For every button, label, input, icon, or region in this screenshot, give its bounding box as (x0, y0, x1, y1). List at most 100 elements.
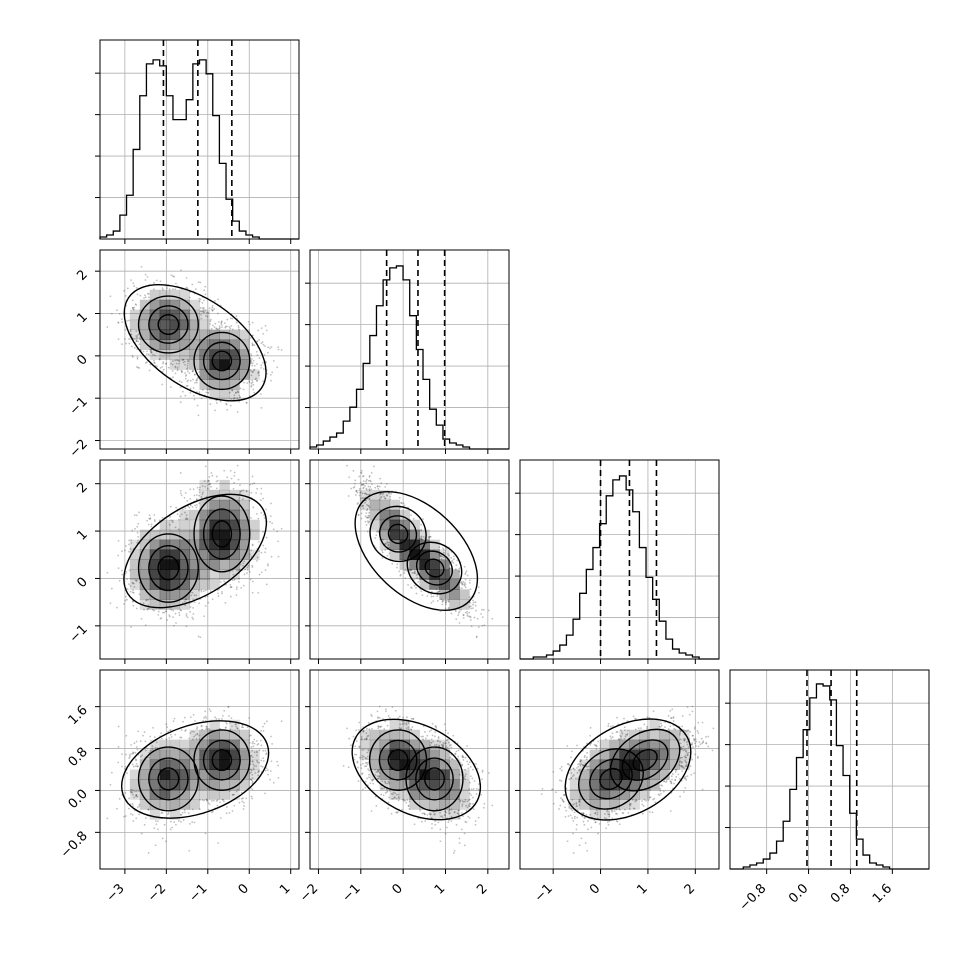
density-cell (229, 359, 240, 370)
density-cell (579, 769, 591, 780)
scatter-point (472, 802, 474, 805)
scatter-point (145, 353, 148, 355)
scatter-point (225, 325, 228, 328)
density-cell (379, 759, 391, 770)
scatter-point (231, 579, 234, 582)
scatter-point (271, 371, 274, 374)
scatter-point (180, 820, 182, 823)
scatter-point (469, 775, 472, 778)
scatter-point (437, 739, 439, 742)
scatter-point (680, 764, 683, 767)
scatter-point (239, 484, 241, 487)
density-cell (459, 589, 470, 600)
scatter-point (375, 534, 378, 537)
scatter-point (230, 586, 233, 588)
scatter-point (191, 370, 194, 373)
scatter-point (377, 727, 380, 730)
scatter-point (239, 490, 242, 493)
scatter-point (370, 472, 373, 474)
scatter-point (406, 716, 408, 719)
scatter-point (205, 728, 208, 731)
scatter-point (123, 815, 125, 818)
scatter-point (468, 605, 471, 608)
scatter-point (251, 482, 254, 485)
scatter-point (239, 492, 241, 495)
scatter-point (589, 726, 592, 729)
scatter-point (616, 731, 619, 733)
scatter-point (472, 796, 474, 799)
scatter-point (240, 726, 243, 729)
scatter-point (465, 821, 468, 824)
scatter-point (186, 366, 189, 369)
scatter-point (355, 740, 358, 743)
scatter-point (387, 544, 389, 547)
scatter-point (388, 552, 391, 555)
scatter-point (183, 496, 186, 499)
scatter-point (375, 771, 378, 774)
scatter-point (245, 401, 248, 404)
scatter-point (679, 730, 682, 732)
scatter-point (417, 580, 420, 583)
scatter-point (124, 312, 127, 315)
scatter-point (424, 820, 427, 822)
scatter-point (203, 799, 206, 802)
scatter-point (191, 821, 194, 823)
scatter-point (182, 361, 185, 364)
scatter-point (595, 748, 598, 750)
contour-ring (202, 739, 241, 781)
scatter-point (680, 761, 683, 764)
scatter-point (365, 487, 368, 490)
scatter-point (169, 828, 172, 831)
scatter-point (175, 282, 177, 285)
scatter-point (240, 586, 243, 589)
density-cell (599, 789, 611, 800)
scatter-point (201, 799, 204, 801)
density-cell (429, 559, 440, 570)
density-cell (199, 359, 210, 370)
scatter-point (147, 523, 150, 526)
scatter-point (441, 555, 444, 558)
scatter-point (420, 820, 423, 823)
scatter-point (248, 323, 251, 326)
scatter-point (679, 760, 682, 763)
scatter-point (134, 794, 137, 797)
scatter-point (257, 591, 260, 594)
density-cell (159, 779, 171, 790)
scatter-point (224, 727, 227, 729)
scatter-point (395, 797, 398, 800)
density-cell (569, 769, 581, 780)
scatter-point (379, 726, 382, 729)
scatter-point (189, 732, 192, 735)
scatter-point (195, 379, 198, 382)
scatter-point (463, 777, 466, 780)
scatter-point (641, 812, 644, 815)
scatter-point (169, 729, 171, 732)
scatter-point (135, 759, 138, 762)
scatter-point (396, 812, 398, 814)
scatter-point (162, 611, 164, 614)
scatter-point (366, 751, 369, 754)
scatter-point (260, 571, 263, 574)
scatter-point (238, 577, 240, 580)
scatter-point (262, 368, 265, 370)
scatter-point (250, 556, 253, 558)
scatter-point (132, 751, 134, 754)
density-cell (249, 529, 260, 541)
scatter-point (364, 501, 366, 504)
scatter-point (464, 611, 467, 614)
scatter-point (148, 517, 151, 520)
scatter-point (364, 757, 367, 760)
scatter-point (462, 581, 465, 583)
scatter-point (572, 774, 575, 776)
density-cell (179, 799, 191, 810)
scatter-point (130, 788, 132, 791)
scatter-point (225, 812, 228, 815)
x-tick-label: −1 (186, 881, 210, 905)
scatter-point (361, 756, 364, 759)
scatter-point (280, 720, 283, 723)
histogram-line (309, 265, 509, 450)
scatter-point (402, 716, 405, 719)
contour-ring (599, 767, 623, 790)
scatter-point (675, 769, 678, 771)
scatter-point (473, 616, 476, 619)
